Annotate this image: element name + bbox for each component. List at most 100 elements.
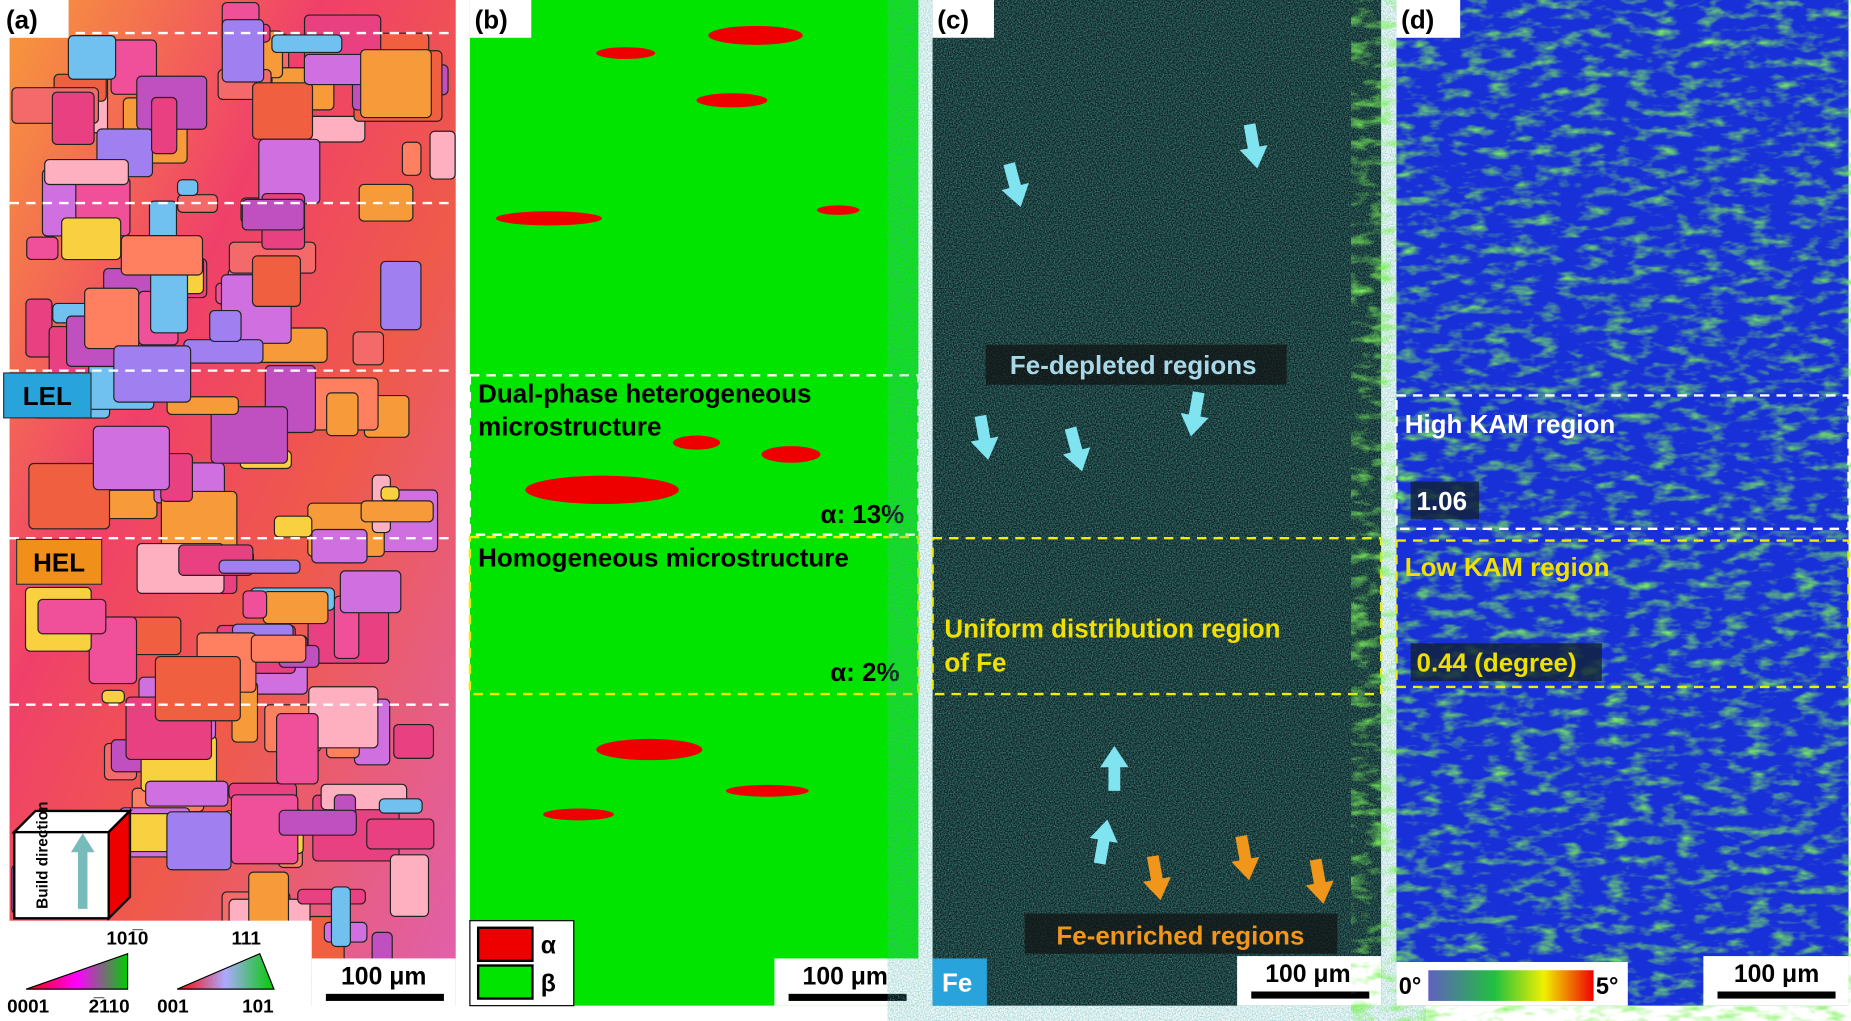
grain	[273, 515, 313, 538]
arrow	[1231, 835, 1260, 881]
arrow-shape	[1239, 123, 1268, 169]
scale-bar	[788, 993, 907, 1001]
scale-bar-label: 100 μm	[803, 963, 888, 990]
grain	[101, 689, 125, 704]
phase-map	[469, 0, 919, 1006]
grain	[176, 179, 199, 197]
grain	[37, 598, 107, 635]
tag: LEL	[23, 381, 72, 411]
scale-bar	[325, 993, 444, 1001]
grain	[358, 183, 414, 222]
dashed-box	[468, 374, 920, 536]
grain	[61, 217, 122, 261]
dashed-box	[1395, 394, 1850, 530]
arrow	[1089, 819, 1118, 865]
label-bg	[932, 0, 994, 38]
arrow-shape	[1305, 858, 1334, 904]
ipf-label: 0001	[7, 997, 49, 1018]
panel-label: (b)	[475, 4, 508, 34]
grain	[278, 809, 357, 836]
arrow-shape	[1100, 745, 1129, 791]
grain	[401, 141, 422, 176]
arrow	[1239, 123, 1268, 169]
color-scale-label: 0°	[1399, 974, 1422, 1000]
scale-bar-label: 100 μm	[341, 963, 426, 990]
dashed-box	[468, 535, 920, 696]
grain	[262, 590, 329, 625]
annotation: High KAM region	[1405, 409, 1616, 439]
grain	[330, 886, 351, 948]
grain	[154, 655, 241, 722]
label-bg	[1410, 481, 1480, 520]
ipf-triangle	[25, 952, 129, 990]
grain	[360, 500, 434, 523]
arrow	[1305, 858, 1334, 904]
element: Fe	[942, 967, 972, 997]
arrow-shape	[1001, 162, 1029, 208]
grain	[67, 35, 117, 80]
panel-label: (a)	[6, 4, 38, 34]
grain	[248, 871, 290, 929]
legend-swatch	[476, 926, 534, 962]
grain	[393, 723, 435, 759]
build-cube: Build direction	[11, 802, 133, 922]
grain	[366, 818, 435, 850]
ipf-triangle	[176, 952, 275, 990]
legend-label: α	[541, 933, 556, 960]
tag-box	[16, 538, 103, 585]
arrow	[1180, 391, 1209, 437]
alpha-phase	[495, 25, 860, 821]
ipf-label: 001	[157, 997, 189, 1018]
color-scale	[1428, 970, 1594, 1001]
arrow	[1001, 162, 1029, 208]
grain	[360, 49, 432, 119]
arrows	[970, 123, 1334, 904]
grain	[241, 198, 305, 231]
grain	[308, 686, 379, 749]
legend-label: β	[541, 970, 556, 997]
annotation: Uniform distribution region of Fe	[944, 613, 1281, 678]
fraction: α: 2%	[830, 657, 899, 687]
grain	[276, 712, 319, 785]
panel-label: (c)	[937, 4, 969, 34]
grain	[44, 158, 129, 186]
grain	[311, 528, 368, 564]
eds-noise	[932, 0, 1382, 1006]
tag: HEL	[33, 547, 85, 577]
arrow-shape	[1231, 835, 1260, 881]
grain	[84, 287, 140, 350]
grain	[242, 590, 268, 619]
grain	[221, 19, 265, 83]
label-bg	[1410, 643, 1602, 682]
panel-c: (c) Fe-depleted regions Uniform distribu…	[931, 0, 1383, 1006]
dashed-lines	[9, 31, 456, 706]
scale-bar	[1717, 991, 1836, 999]
grain	[150, 96, 178, 155]
panel-a: (a) LEL HEL Build direction 101̅0 0001 2…	[0, 0, 456, 1021]
grain	[380, 486, 400, 501]
region-label-box: Dual-phase heterogeneous microstructure	[478, 378, 812, 442]
grain	[218, 559, 301, 574]
grain	[326, 392, 359, 437]
region-label: Dual-phase heterogeneous microstructure	[478, 378, 812, 442]
dashed-box	[1395, 539, 1850, 689]
grain	[120, 235, 204, 276]
grain	[378, 798, 423, 814]
grain	[113, 345, 192, 403]
fraction: α: 13%	[820, 499, 904, 529]
grain	[183, 339, 264, 364]
grain	[389, 854, 430, 917]
arrow-shape	[1142, 855, 1171, 901]
ipf-label: 2̅110	[89, 997, 130, 1018]
arrow-shape	[970, 414, 999, 461]
grain	[252, 82, 314, 140]
kam-value: 0.44 (degree)	[1417, 648, 1577, 678]
grain	[210, 406, 289, 464]
grain	[92, 425, 170, 491]
scale-bar-label: 100 μm	[1734, 961, 1819, 988]
grain	[166, 811, 232, 871]
grain	[28, 462, 111, 530]
grain	[271, 34, 343, 54]
